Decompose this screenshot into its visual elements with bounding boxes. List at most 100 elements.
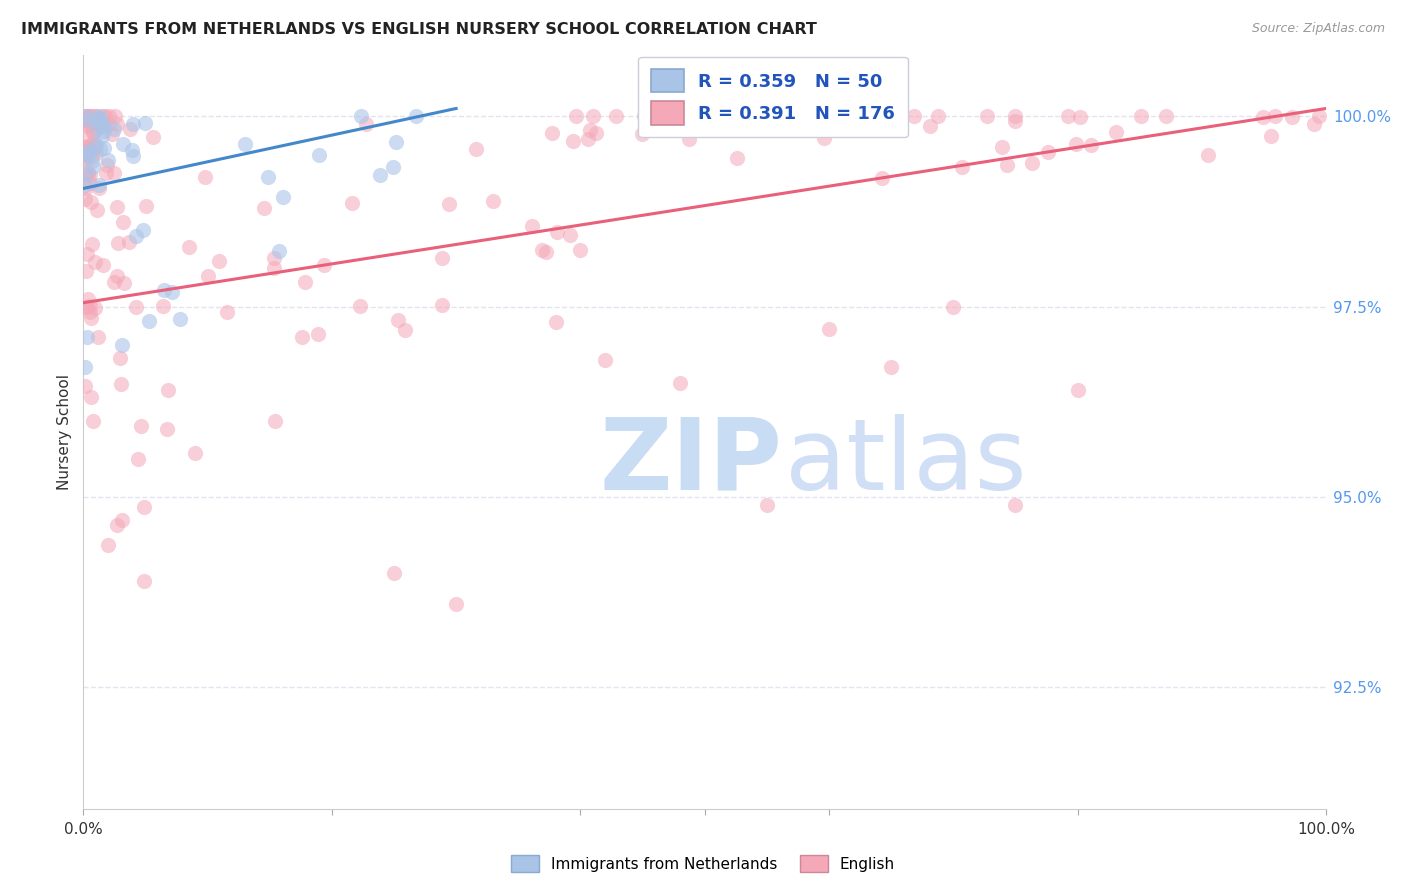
- Point: [98, 109, 121, 123]
- Point: [354, 117, 377, 131]
- Point: [73, 140, 96, 154]
- Point: [738, 110, 761, 124]
- Text: Source: ZipAtlas.com: Source: ZipAtlas.com: [1251, 22, 1385, 36]
- Point: [80, 154, 103, 169]
- Point: [405, 109, 427, 123]
- Point: [593, 352, 616, 367]
- Text: atlas: atlas: [786, 414, 1026, 511]
- Point: [96, 158, 118, 172]
- Point: [132, 223, 155, 237]
- Point: [678, 132, 700, 146]
- Point: [77, 118, 100, 132]
- Point: [633, 109, 655, 123]
- Point: [93, 141, 115, 155]
- Point: [107, 235, 129, 250]
- Point: [105, 200, 128, 214]
- Point: [79, 299, 101, 313]
- Point: [84, 109, 107, 123]
- Point: [1156, 109, 1178, 123]
- Point: [76, 109, 98, 123]
- Point: [127, 452, 149, 467]
- Point: [76, 330, 98, 344]
- Point: [122, 117, 145, 131]
- Point: [75, 145, 97, 159]
- Point: [382, 566, 405, 581]
- Point: [1130, 109, 1153, 123]
- Point: [98, 117, 121, 131]
- Point: [1197, 148, 1219, 162]
- Point: [233, 136, 256, 151]
- Point: [83, 255, 105, 269]
- Point: [82, 414, 104, 428]
- Point: [122, 148, 145, 162]
- Point: [110, 377, 132, 392]
- Point: [100, 127, 122, 141]
- Point: [257, 170, 280, 185]
- Point: [534, 245, 557, 260]
- Point: [91, 258, 114, 272]
- Point: [430, 298, 453, 312]
- Point: [86, 121, 108, 136]
- Point: [89, 142, 111, 156]
- Point: [481, 194, 503, 209]
- Point: [156, 422, 179, 436]
- Point: [111, 337, 134, 351]
- Point: [105, 117, 128, 131]
- Point: [194, 169, 217, 184]
- Point: [1004, 109, 1026, 123]
- Text: IMMIGRANTS FROM NETHERLANDS VS ENGLISH NURSERY SCHOOL CORRELATION CHART: IMMIGRANTS FROM NETHERLANDS VS ENGLISH N…: [21, 22, 817, 37]
- Text: ZIP: ZIP: [599, 414, 782, 511]
- Point: [1264, 109, 1286, 123]
- Point: [1253, 110, 1275, 124]
- Point: [813, 130, 835, 145]
- Point: [437, 196, 460, 211]
- Point: [294, 275, 316, 289]
- Point: [368, 168, 391, 182]
- Point: [80, 117, 103, 131]
- Point: [73, 109, 96, 123]
- Y-axis label: Nursery School: Nursery School: [58, 375, 72, 491]
- Point: [77, 120, 100, 135]
- Point: [669, 376, 692, 390]
- Point: [77, 292, 100, 306]
- Point: [444, 597, 467, 611]
- Point: [828, 120, 851, 134]
- Point: [340, 195, 363, 210]
- Point: [582, 109, 605, 123]
- Point: [75, 111, 97, 125]
- Point: [132, 500, 155, 514]
- Point: [1004, 114, 1026, 128]
- Point: [308, 148, 330, 162]
- Point: [903, 109, 925, 123]
- Point: [75, 180, 97, 194]
- Point: [1308, 109, 1330, 123]
- Point: [93, 109, 115, 123]
- Point: [1056, 109, 1078, 123]
- Point: [579, 122, 602, 136]
- Point: [803, 109, 825, 123]
- Point: [1069, 110, 1091, 124]
- Point: [823, 122, 845, 136]
- Point: [990, 140, 1012, 154]
- Point: [432, 251, 454, 265]
- Point: [271, 189, 294, 203]
- Point: [725, 152, 748, 166]
- Point: [263, 252, 285, 266]
- Point: [89, 117, 111, 131]
- Point: [1260, 128, 1282, 143]
- Point: [995, 158, 1018, 172]
- Point: [75, 264, 97, 278]
- Point: [263, 261, 285, 276]
- Point: [1303, 117, 1326, 131]
- Point: [153, 283, 176, 297]
- Point: [79, 177, 101, 191]
- Point: [77, 109, 100, 123]
- Point: [83, 301, 105, 315]
- Point: [169, 312, 191, 326]
- Point: [120, 122, 142, 136]
- Point: [1064, 136, 1087, 151]
- Point: [569, 243, 592, 257]
- Point: [927, 109, 949, 123]
- Point: [75, 300, 97, 314]
- Point: [541, 126, 564, 140]
